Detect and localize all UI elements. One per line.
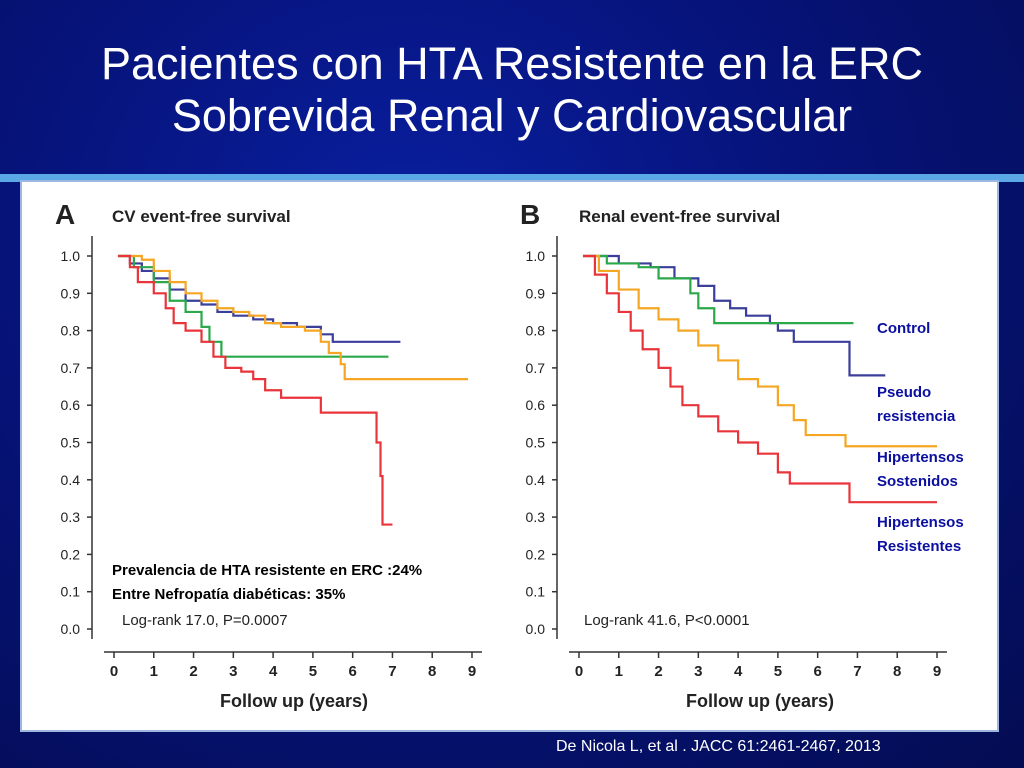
- panel-b-x-tick-label: 0: [575, 663, 583, 680]
- panel-a-x-tick-label: 5: [309, 663, 317, 680]
- title-divider: [0, 174, 1024, 182]
- panel-b-x-tick-label: 7: [853, 663, 861, 680]
- panel-b-series-control: [582, 254, 854, 325]
- panel-a-x-tick-label: 8: [428, 663, 436, 680]
- panel-a-xlabel: Follow up (years): [220, 691, 368, 711]
- panel-b-x-tick-label: 8: [893, 663, 901, 680]
- panel-a-x-tick-label: 9: [468, 663, 476, 680]
- legend-control: Control: [877, 320, 930, 337]
- panel-a-x-tick-label: 7: [388, 663, 396, 680]
- panel-a-y-tick-label: 0.5: [61, 435, 81, 451]
- panel-b-x-tick-label: 3: [694, 663, 702, 680]
- panel-b-x-tick-label: 4: [734, 663, 743, 680]
- panel-b-series-resistant: [582, 254, 937, 504]
- citation: De Nicola L, et al . JACC 61:2461-2467, …: [556, 738, 881, 755]
- panel-b-y-tick-label: 0.2: [526, 546, 546, 562]
- legend-sustained-2: Sostenidos: [877, 473, 958, 490]
- panel-b-y-tick-label: 0.6: [526, 397, 546, 413]
- panel-a-x-tick-label: 1: [150, 663, 158, 680]
- panel-a-y-tick-label: 0.4: [61, 472, 81, 488]
- panel-a-title: CV event-free survival: [112, 207, 291, 226]
- legend-resistant-2: Resistentes: [877, 538, 961, 555]
- panel-a-x-tick-label: 2: [189, 663, 197, 680]
- panel-b-x-tick-label: 5: [774, 663, 782, 680]
- note-line-2: Entre Nefropatía diabéticas: 35%: [112, 586, 345, 603]
- series-layer: [117, 254, 937, 526]
- panel-a-y-tick-label: 0.1: [61, 584, 81, 600]
- panel-b-x-tick-label: 6: [813, 663, 821, 680]
- title-line-1: Pacientes con HTA Resistente en la ERC: [100, 38, 924, 89]
- panel-b-x-tick-label: 1: [615, 663, 623, 680]
- panel-a-series-resistant: [117, 254, 393, 526]
- axes-layer: 0.0 0.1 0.2 0.3 0.4 0.5 0.6 0.7 0.8 0.9 1.0 0 1 2 3 4 5 6…: [61, 236, 947, 680]
- panel-b-y-tick-label: 0.1: [526, 584, 546, 600]
- panel-a-x-tick-label: 4: [269, 663, 278, 680]
- panel-b-y-tick-label: 0.5: [526, 435, 546, 451]
- panel-b-x-tick-label: 9: [933, 663, 941, 680]
- panel-a-y-tick-label: 0.9: [61, 285, 81, 301]
- note-line-1: Prevalencia de HTA resistente en ERC :24…: [112, 562, 422, 579]
- panel-b-y-tick-label: 0.8: [526, 323, 546, 339]
- panel-a-series-control: [117, 254, 389, 358]
- panel-a-series-pseudo: [117, 254, 401, 343]
- figure-panel: A CV event-free survival Follow up (year…: [22, 182, 997, 730]
- panel-b-y-tick-label: 0.9: [526, 285, 546, 301]
- legend-resistant-1: Hipertensos: [877, 514, 964, 531]
- panel-a-x-tick-label: 6: [348, 663, 356, 680]
- panel-a-y-tick-label: 0.2: [61, 546, 81, 562]
- panel-b-y-tick-label: 1.0: [526, 248, 546, 264]
- panel-a-x-tick-label: 3: [229, 663, 237, 680]
- panel-a-y-tick-label: 0.0: [61, 621, 81, 637]
- panel-b-series-sustained: [582, 254, 937, 448]
- legend-pseudo-1: Pseudo: [877, 384, 931, 401]
- panel-a-y-tick-label: 0.8: [61, 323, 81, 339]
- panel-a-logrank: Log-rank 17.0, P=0.0007: [122, 612, 288, 629]
- panel-b-letter: B: [520, 199, 540, 230]
- panel-b-logrank: Log-rank 41.6, P<0.0001: [584, 612, 750, 629]
- panel-a-y-tick-label: 1.0: [61, 248, 81, 264]
- legend-sustained-1: Hipertensos: [877, 449, 964, 466]
- slide-title: Pacientes con HTA Resistente en la ERC S…: [0, 38, 1024, 142]
- panel-a-series-sustained: [117, 254, 469, 381]
- panel-a-y-tick-label: 0.3: [61, 509, 81, 525]
- panel-a-x-tick-label: 0: [110, 663, 118, 680]
- panel-b-x-tick-label: 2: [654, 663, 662, 680]
- title-line-2: Sobrevida Renal y Cardiovascular: [171, 90, 853, 141]
- panel-a-letter: A: [55, 199, 75, 230]
- legend-pseudo-2: resistencia: [877, 408, 956, 425]
- panel-a-y-tick-label: 0.7: [61, 360, 81, 376]
- panel-b-xlabel: Follow up (years): [686, 691, 834, 711]
- panel-b-title: Renal event-free survival: [579, 207, 780, 226]
- panel-b-y-tick-label: 0.7: [526, 360, 546, 376]
- panel-b-y-tick-label: 0.3: [526, 509, 546, 525]
- panel-b-series-pseudo: [582, 254, 886, 377]
- panel-b-y-tick-label: 0.0: [526, 621, 546, 637]
- panel-a-y-tick-label: 0.6: [61, 397, 81, 413]
- panel-b-y-tick-label: 0.4: [526, 472, 546, 488]
- survival-figure: A CV event-free survival Follow up (year…: [55, 199, 964, 711]
